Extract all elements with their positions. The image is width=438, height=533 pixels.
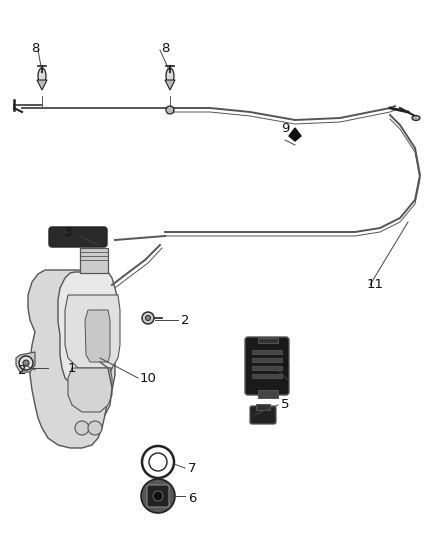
FancyBboxPatch shape <box>49 227 107 247</box>
Bar <box>258 338 278 343</box>
Ellipse shape <box>166 68 174 84</box>
Circle shape <box>19 356 33 370</box>
Polygon shape <box>65 295 120 368</box>
Circle shape <box>166 106 174 114</box>
Ellipse shape <box>38 68 46 84</box>
Circle shape <box>88 421 102 435</box>
Polygon shape <box>28 270 115 448</box>
Circle shape <box>75 421 89 435</box>
Text: 2: 2 <box>181 313 189 327</box>
Bar <box>80 248 108 273</box>
Polygon shape <box>289 128 301 141</box>
Bar <box>252 374 282 378</box>
Text: 6: 6 <box>188 491 196 505</box>
FancyBboxPatch shape <box>245 337 289 395</box>
Circle shape <box>23 360 29 366</box>
Text: 4: 4 <box>281 359 289 372</box>
Text: 10: 10 <box>140 372 156 384</box>
Bar <box>258 390 278 398</box>
Bar <box>252 366 282 370</box>
Polygon shape <box>85 310 110 362</box>
Polygon shape <box>165 80 175 90</box>
Polygon shape <box>37 80 47 90</box>
Circle shape <box>145 316 151 320</box>
Bar <box>256 404 270 410</box>
FancyBboxPatch shape <box>250 406 276 424</box>
Bar <box>252 350 282 354</box>
Polygon shape <box>68 368 112 412</box>
Text: 3: 3 <box>64 225 72 238</box>
Text: 8: 8 <box>31 42 39 54</box>
Circle shape <box>141 479 175 513</box>
Ellipse shape <box>412 116 420 120</box>
FancyBboxPatch shape <box>147 485 169 507</box>
Polygon shape <box>58 272 118 388</box>
Text: 7: 7 <box>188 462 196 474</box>
Text: 9: 9 <box>281 122 289 134</box>
Circle shape <box>153 491 163 501</box>
Circle shape <box>142 312 154 324</box>
Text: 11: 11 <box>367 279 384 292</box>
Text: 2: 2 <box>18 364 26 376</box>
Text: 1: 1 <box>68 361 76 375</box>
Circle shape <box>149 453 167 471</box>
Polygon shape <box>16 352 35 372</box>
Text: 5: 5 <box>281 399 289 411</box>
Bar <box>252 358 282 362</box>
Text: 8: 8 <box>161 42 169 54</box>
